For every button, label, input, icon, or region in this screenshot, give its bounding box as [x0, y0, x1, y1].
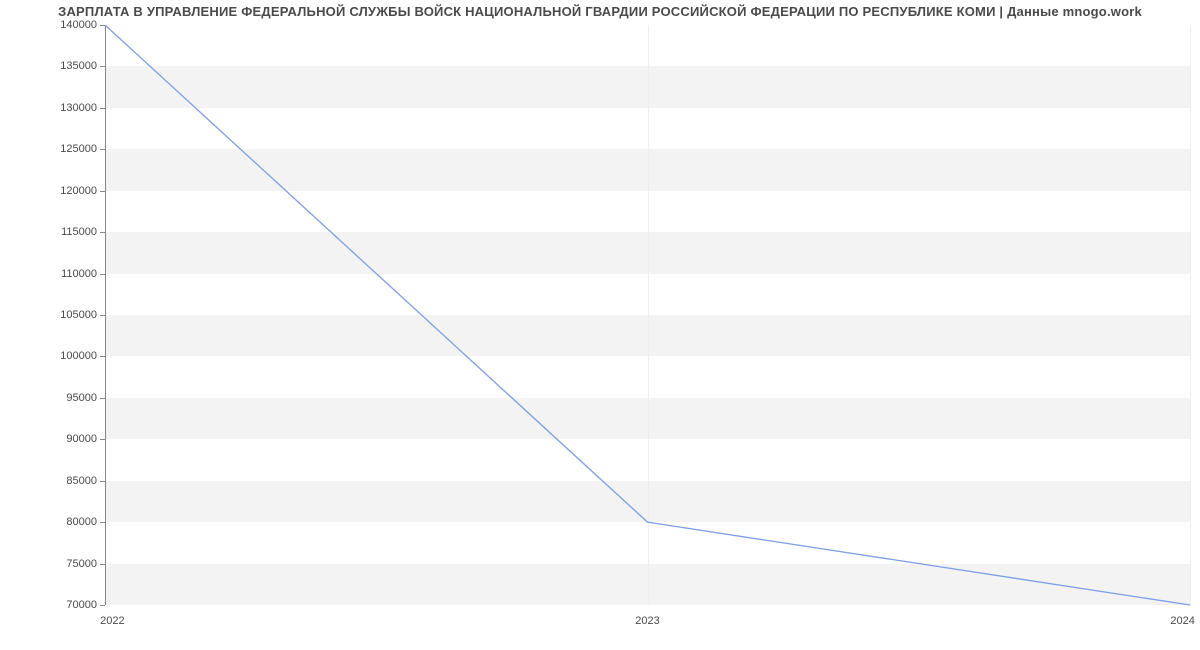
y-tick-label: 115000	[61, 226, 97, 238]
y-tick-label: 70000	[66, 599, 97, 611]
x-tick-label: 2022	[100, 615, 124, 627]
y-tick-label: 80000	[66, 516, 97, 528]
x-tick-label: 2023	[635, 615, 659, 627]
chart-title: ЗАРПЛАТА В УПРАВЛЕНИЕ ФЕДЕРАЛЬНОЙ СЛУЖБЫ…	[0, 4, 1200, 19]
y-tick-mark	[100, 605, 105, 606]
y-tick-label: 120000	[60, 185, 97, 197]
y-tick-label: 100000	[60, 350, 97, 362]
y-tick-label: 85000	[66, 475, 97, 487]
y-tick-label: 130000	[60, 102, 97, 114]
plot-area: 7000075000800008500090000950001000001050…	[105, 25, 1190, 605]
data-line	[105, 25, 1190, 605]
y-tick-label: 110000	[61, 268, 97, 280]
y-tick-label: 140000	[60, 19, 97, 31]
y-tick-label: 125000	[60, 143, 97, 155]
y-tick-label: 95000	[66, 392, 97, 404]
vertical-gridline	[1190, 25, 1191, 605]
salary-line-chart: ЗАРПЛАТА В УПРАВЛЕНИЕ ФЕДЕРАЛЬНОЙ СЛУЖБЫ…	[0, 0, 1200, 650]
x-tick-label: 2024	[1170, 615, 1194, 627]
y-tick-label: 105000	[60, 309, 97, 321]
y-tick-label: 90000	[66, 433, 97, 445]
y-tick-label: 135000	[60, 60, 97, 72]
y-tick-label: 75000	[66, 558, 97, 570]
